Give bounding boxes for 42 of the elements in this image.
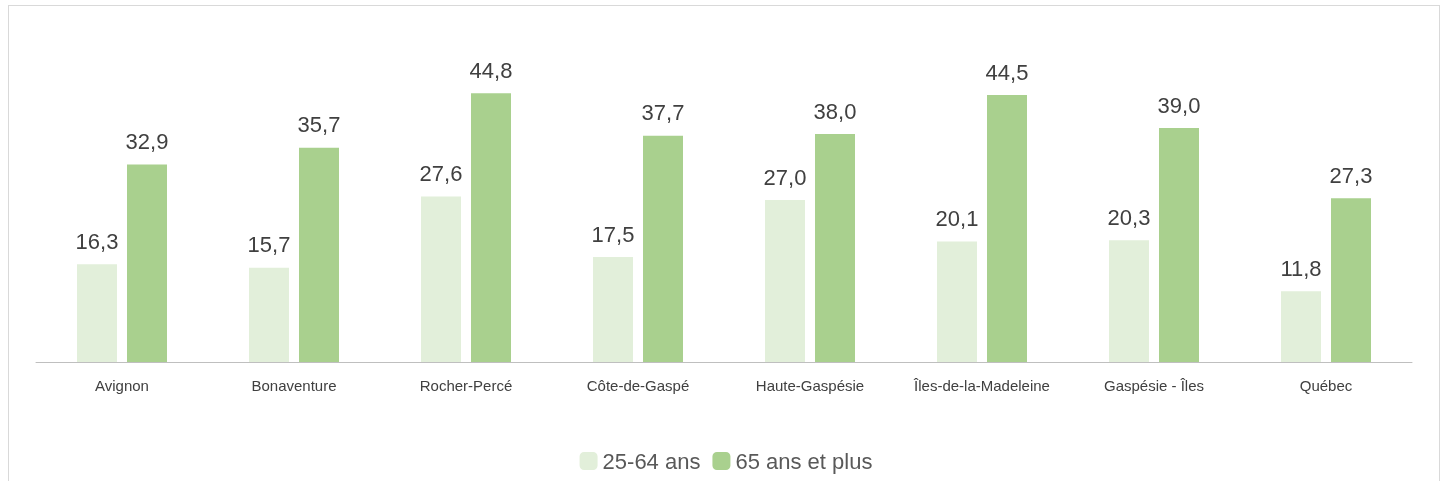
- bar: [1159, 128, 1199, 362]
- data-label: 38,0: [813, 98, 857, 124]
- legend-label: 25-64 ans: [602, 448, 701, 474]
- bar: [1281, 291, 1321, 362]
- bar: [299, 147, 339, 362]
- x-tick-label: Gaspésie - Îles: [1103, 377, 1205, 394]
- data-label: 44,5: [985, 59, 1029, 85]
- bar: [471, 93, 511, 362]
- data-label: 16,3: [75, 228, 119, 254]
- x-tick-label: Québec: [1299, 377, 1353, 394]
- data-label: 44,8: [469, 57, 513, 83]
- x-tick-label: Haute-Gaspésie: [755, 377, 865, 394]
- data-label: 37,7: [641, 100, 685, 126]
- bar: [815, 134, 855, 362]
- bar: [593, 257, 633, 362]
- bar: [421, 196, 461, 362]
- legend-label: 65 ans et plus: [735, 448, 873, 474]
- data-label: 20,1: [935, 205, 979, 231]
- bar: [1331, 198, 1371, 362]
- bar: [987, 95, 1027, 362]
- bar: [77, 264, 117, 362]
- x-tick-label: Avignon: [95, 377, 149, 394]
- data-label: 17,5: [591, 221, 635, 247]
- data-label: 27,6: [419, 160, 463, 186]
- data-label: 15,7: [247, 232, 291, 258]
- data-label: 20,3: [1107, 204, 1151, 230]
- data-label: 39,0: [1157, 92, 1201, 118]
- bar: [1109, 240, 1149, 362]
- bar: [249, 267, 289, 362]
- x-tick-label: Îles-de-la-Madeleine: [913, 377, 1050, 394]
- x-tick-label: Bonaventure: [251, 377, 337, 394]
- data-label: 27,3: [1329, 162, 1373, 188]
- x-tick-label: Rocher-Percé: [419, 377, 513, 394]
- bar: [643, 135, 683, 362]
- x-tick-label: Côte-de-Gaspé: [586, 377, 690, 394]
- data-label: 32,9: [125, 129, 169, 155]
- bar: [127, 164, 167, 362]
- data-label: 11,8: [1280, 255, 1322, 281]
- bar: [937, 241, 977, 362]
- data-label: 27,0: [763, 164, 807, 190]
- bar: [765, 200, 805, 362]
- data-label: 35,7: [297, 112, 341, 138]
